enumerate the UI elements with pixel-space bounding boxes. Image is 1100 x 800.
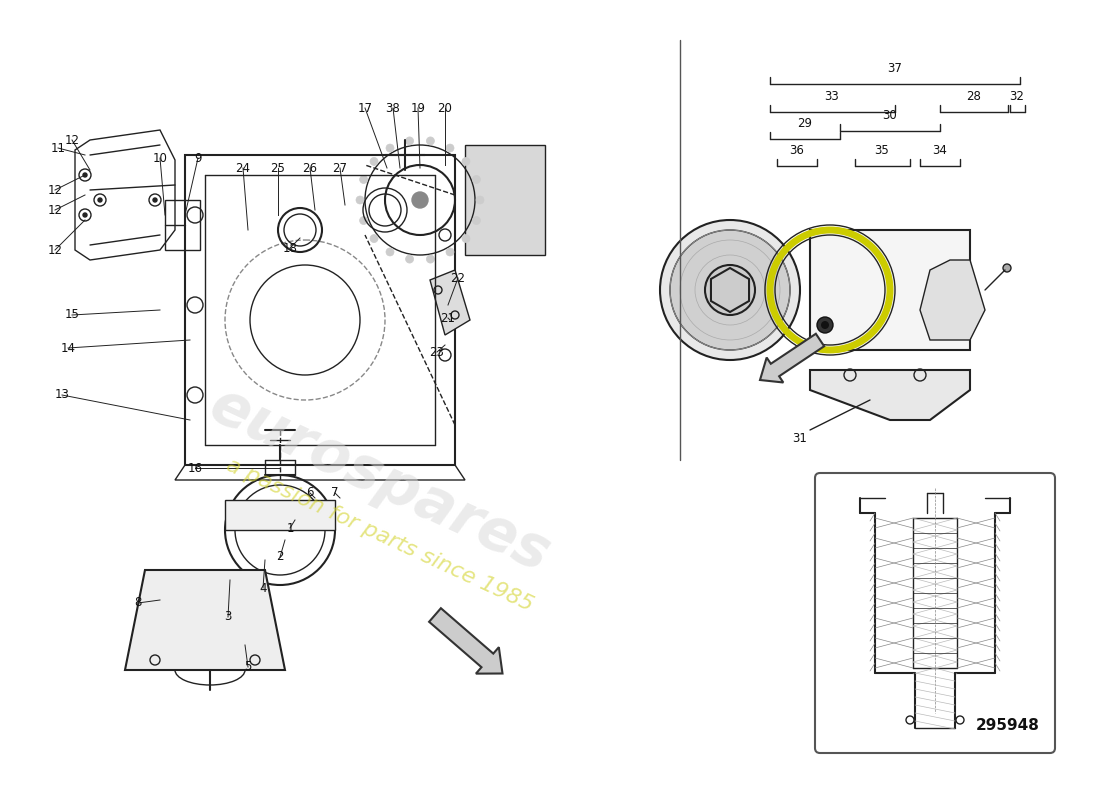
Circle shape xyxy=(446,144,454,152)
Text: 12: 12 xyxy=(47,243,63,257)
Text: 36: 36 xyxy=(790,144,804,157)
Text: 34: 34 xyxy=(933,144,947,157)
Text: 19: 19 xyxy=(410,102,426,114)
Circle shape xyxy=(406,137,414,145)
Circle shape xyxy=(462,158,470,166)
Circle shape xyxy=(705,265,755,315)
Circle shape xyxy=(821,321,829,329)
Text: 5: 5 xyxy=(244,661,252,674)
Text: 32: 32 xyxy=(1010,90,1024,103)
Text: 33: 33 xyxy=(825,90,839,103)
FancyArrow shape xyxy=(760,334,824,382)
Text: 18: 18 xyxy=(283,242,297,254)
Text: 38: 38 xyxy=(386,102,400,114)
Text: 24: 24 xyxy=(235,162,251,174)
Circle shape xyxy=(406,255,414,263)
Text: 7: 7 xyxy=(331,486,339,499)
Circle shape xyxy=(370,158,378,166)
Text: 12: 12 xyxy=(47,203,63,217)
Text: a passion for parts since 1985: a passion for parts since 1985 xyxy=(223,455,537,615)
Circle shape xyxy=(446,248,454,256)
Text: 13: 13 xyxy=(55,389,69,402)
Circle shape xyxy=(427,255,434,263)
Circle shape xyxy=(82,213,87,217)
Circle shape xyxy=(82,173,87,177)
Text: 25: 25 xyxy=(271,162,285,174)
Polygon shape xyxy=(920,260,984,340)
Text: 26: 26 xyxy=(302,162,318,174)
FancyBboxPatch shape xyxy=(815,473,1055,753)
Text: 35: 35 xyxy=(874,144,890,157)
Circle shape xyxy=(427,137,434,145)
Circle shape xyxy=(817,317,833,333)
Text: 6: 6 xyxy=(306,486,313,499)
Circle shape xyxy=(370,234,378,242)
Text: 16: 16 xyxy=(187,462,202,474)
Circle shape xyxy=(360,175,367,183)
Polygon shape xyxy=(810,370,970,420)
Text: 1: 1 xyxy=(286,522,294,534)
Text: 28: 28 xyxy=(967,90,981,103)
Text: 295948: 295948 xyxy=(976,718,1040,733)
Text: 15: 15 xyxy=(65,309,79,322)
Circle shape xyxy=(472,217,481,225)
Text: 22: 22 xyxy=(451,271,465,285)
Text: 10: 10 xyxy=(153,151,167,165)
Polygon shape xyxy=(226,500,336,530)
Text: 4: 4 xyxy=(260,582,266,594)
FancyArrow shape xyxy=(429,608,503,674)
Text: 2: 2 xyxy=(276,550,284,563)
Circle shape xyxy=(356,196,364,204)
Text: 29: 29 xyxy=(798,117,813,130)
Text: 27: 27 xyxy=(332,162,348,174)
Text: 21: 21 xyxy=(440,311,455,325)
Circle shape xyxy=(660,220,800,360)
Circle shape xyxy=(386,144,394,152)
Text: 17: 17 xyxy=(358,102,373,114)
Circle shape xyxy=(670,230,790,350)
Bar xyxy=(465,145,544,255)
Bar xyxy=(810,230,970,350)
Circle shape xyxy=(386,248,394,256)
Text: 14: 14 xyxy=(60,342,76,354)
Polygon shape xyxy=(430,270,470,335)
Circle shape xyxy=(472,175,481,183)
Circle shape xyxy=(360,217,367,225)
Circle shape xyxy=(1003,264,1011,272)
Circle shape xyxy=(98,198,102,202)
Text: 20: 20 xyxy=(438,102,452,114)
Bar xyxy=(165,200,200,250)
Text: 9: 9 xyxy=(195,151,201,165)
Text: 3: 3 xyxy=(224,610,232,623)
Text: 37: 37 xyxy=(888,62,902,75)
Circle shape xyxy=(476,196,484,204)
Polygon shape xyxy=(125,570,285,670)
Text: 11: 11 xyxy=(51,142,66,154)
Text: 12: 12 xyxy=(65,134,79,146)
Text: 23: 23 xyxy=(430,346,444,358)
Text: eurospares: eurospares xyxy=(200,376,559,584)
Text: 31: 31 xyxy=(793,431,807,445)
Circle shape xyxy=(462,234,470,242)
Text: 12: 12 xyxy=(47,183,63,197)
Circle shape xyxy=(412,192,428,208)
Text: 30: 30 xyxy=(882,109,898,122)
Circle shape xyxy=(153,198,157,202)
Text: 8: 8 xyxy=(134,597,142,610)
